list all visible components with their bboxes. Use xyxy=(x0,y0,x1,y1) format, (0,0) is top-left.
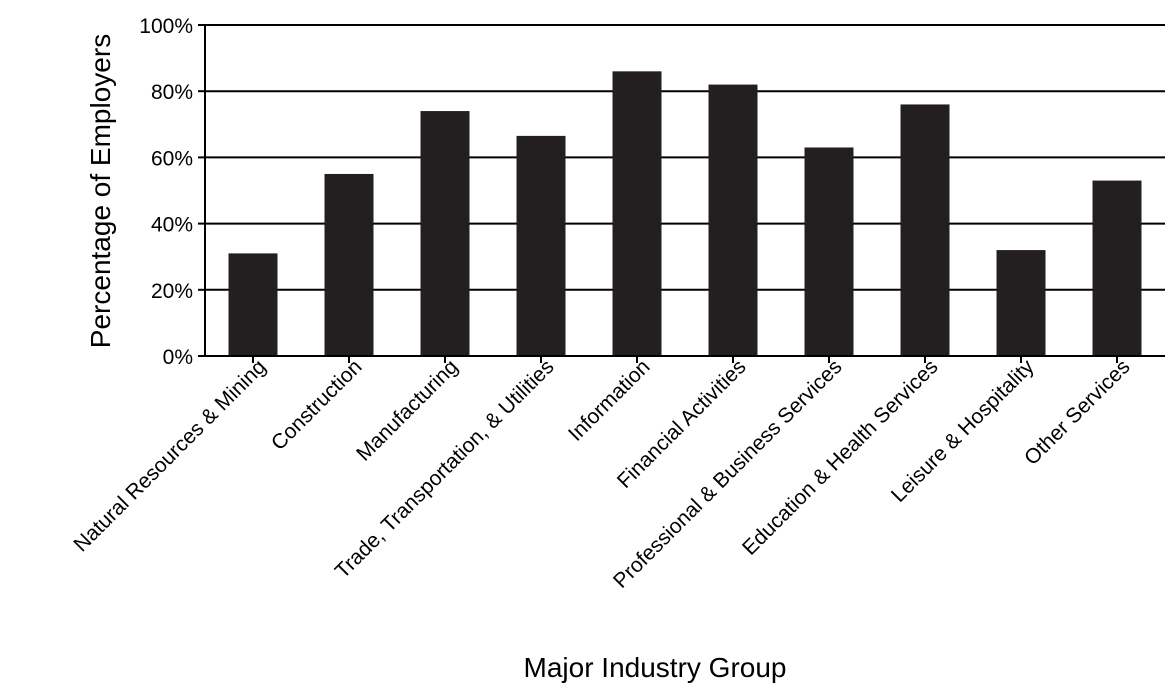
x-tick-label: Manufacturing xyxy=(352,355,462,465)
y-tick-label: 40% xyxy=(151,214,193,237)
x-tick-label: Natural Resources & Mining xyxy=(69,355,270,556)
y-tick-label: 100% xyxy=(139,15,193,38)
x-tick-label: Construction xyxy=(267,355,367,455)
x-axis-title: Major Industry Group xyxy=(524,652,787,683)
y-tick-label: 20% xyxy=(151,280,193,303)
bar xyxy=(324,173,374,356)
bar xyxy=(612,71,662,356)
bar xyxy=(996,250,1046,356)
bar xyxy=(804,147,854,356)
x-tick-labels: Natural Resources & MiningConstructionMa… xyxy=(69,355,1134,593)
y-tick-label: 80% xyxy=(151,81,193,104)
bar xyxy=(228,253,278,356)
axes xyxy=(198,24,1165,363)
y-tick-label: 60% xyxy=(151,147,193,170)
bar xyxy=(516,135,566,356)
bar xyxy=(420,111,470,356)
bar xyxy=(708,84,758,356)
y-axis-title: Percentage of Employers xyxy=(85,34,116,348)
bars xyxy=(228,71,1142,356)
y-tick-label: 0% xyxy=(163,346,193,369)
x-tick-label: Information xyxy=(564,355,655,446)
x-tick-label: Education & Health Services xyxy=(738,355,942,559)
y-tick-labels: 0% 20% 40% 60% 80% 100% xyxy=(139,15,193,369)
bar xyxy=(1092,180,1142,356)
bar xyxy=(900,104,950,356)
